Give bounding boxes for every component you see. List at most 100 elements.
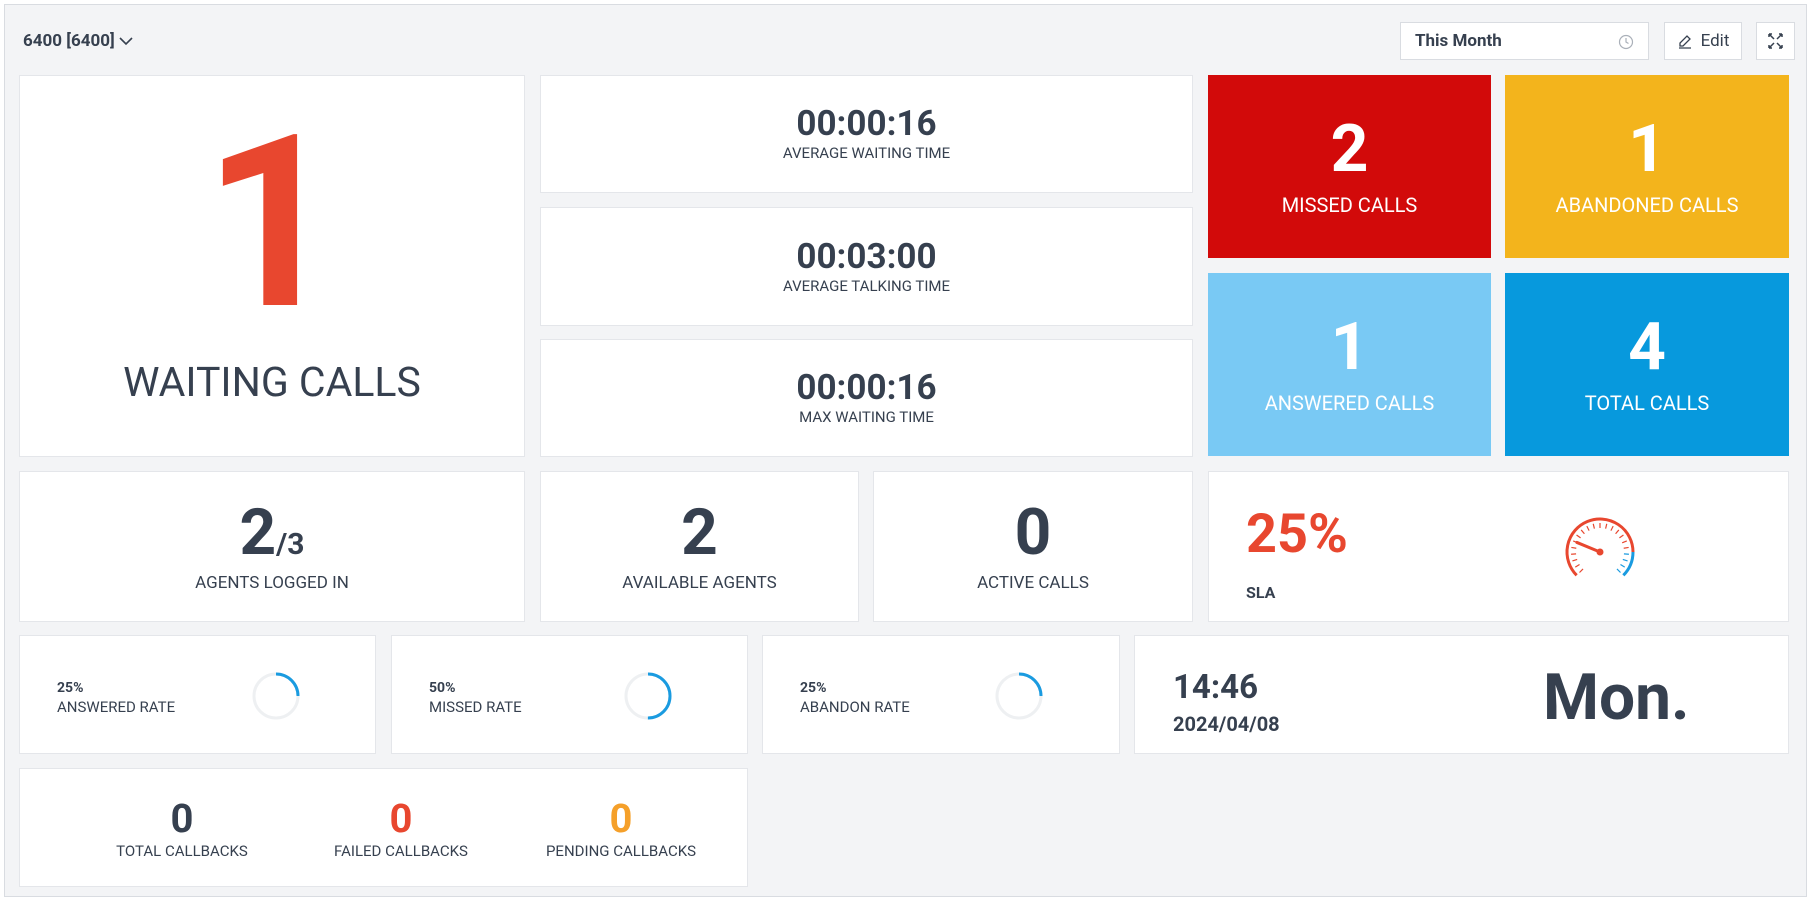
clock-card: 14:46 2024/04/08 Mon.: [1134, 635, 1789, 754]
time-value: 00:03:00: [796, 235, 937, 277]
edit-button[interactable]: Edit: [1664, 22, 1742, 60]
waiting-card: 1 WAITING CALLS: [19, 75, 525, 457]
time-value: 00:00:16: [796, 103, 937, 144]
sla-card: 25% SLA: [1208, 471, 1789, 622]
gauge-needle: [1575, 540, 1602, 554]
clock-day: Mon.: [1543, 660, 1690, 735]
ring-arc: [252, 672, 300, 720]
rate-card: 25% ANSWERED RATE: [19, 635, 376, 754]
gauge-hub: [1596, 548, 1604, 556]
callback-label: PENDING CALLBACKS: [545, 842, 697, 860]
time-label: AVERAGE WAITING TIME: [782, 144, 951, 162]
gauge-tick: [1572, 558, 1578, 562]
time-label: MAX WAITING TIME: [799, 408, 934, 426]
callback-value: 0: [170, 795, 194, 842]
tile-value: 1: [1330, 308, 1369, 386]
callback-label: FAILED CALLBACKS: [334, 842, 468, 860]
active-card: 0 ACTIVE CALLS: [873, 471, 1193, 622]
gauge-tick: [1619, 534, 1624, 539]
sla-gauge: [1565, 517, 1635, 577]
callback-value: 0: [389, 795, 413, 842]
ring-arc: [995, 672, 1043, 720]
gauge-tick: [1574, 564, 1580, 568]
edit-icon: [1678, 35, 1691, 49]
agents-value: 2/3: [239, 500, 305, 565]
sla-label: SLA: [1246, 583, 1276, 602]
rate-label: ABANDON RATE: [800, 698, 910, 716]
agents-label: AGENTS LOGGED IN: [195, 572, 349, 593]
time-card: 00:03:00 AVERAGE TALKING TIME: [540, 207, 1193, 326]
tile-value: 4: [1628, 308, 1666, 386]
gauge-tick: [1616, 568, 1621, 573]
available-label: AVAILABLE AGENTS: [622, 572, 777, 593]
rate-ring: [995, 672, 1043, 720]
gauge-tick: [1592, 523, 1595, 529]
rate-label: ANSWERED RATE: [57, 698, 176, 716]
dashboard: 6400 [6400] This Month Edit 1 WAITING CA…: [4, 4, 1807, 897]
time-value: 00:00:16: [796, 367, 937, 408]
tile-label: ANSWERED CALLS: [1264, 390, 1435, 415]
ring-arc: [624, 672, 672, 720]
gauge-tick: [1610, 525, 1614, 531]
agents-card: 2/3 AGENTS LOGGED IN: [19, 471, 525, 622]
active-value: 0: [1014, 494, 1052, 570]
fullscreen-button[interactable]: [1756, 22, 1795, 60]
period-dropdown[interactable]: This Month: [1400, 22, 1649, 60]
rate-card: 25% ABANDON RATE: [762, 635, 1120, 754]
rate-ring: [252, 672, 300, 720]
gauge-tick: [1620, 564, 1626, 568]
gauge-tick: [1571, 546, 1577, 549]
tile-label: ABANDONED CALLS: [1555, 192, 1739, 217]
period-value: This Month: [1415, 31, 1502, 51]
gauge-rim: [1565, 517, 1635, 577]
gauge-tick: [1623, 546, 1629, 549]
agents-logged: 2: [239, 494, 277, 570]
gauge-tick: [1621, 540, 1628, 544]
agents-total: /3: [276, 526, 305, 562]
rate-card: 50% MISSED RATE: [391, 635, 748, 754]
waiting-value: 1: [203, 82, 341, 364]
chevron-icon: [119, 37, 133, 46]
time-label: AVERAGE TALKING TIME: [782, 276, 951, 295]
clock-time: 14:46: [1173, 668, 1259, 707]
tile-value: 1: [1628, 110, 1666, 188]
active-label: ACTIVE CALLS: [977, 572, 1089, 593]
callbacks-card: 0 TOTAL CALLBACKS 0 FAILED CALLBACKS 0 P…: [19, 768, 748, 887]
callback-label: TOTAL CALLBACKS: [116, 842, 248, 860]
queue-name: 6400 [6400]: [23, 31, 115, 51]
gauge-tick: [1579, 568, 1584, 573]
callback-item: 0 PENDING CALLBACKS: [511, 795, 731, 861]
clock-date: 2024/04/08: [1173, 712, 1280, 736]
rate-ring: [624, 672, 672, 720]
rate-value: 25%: [800, 680, 827, 696]
gauge-tick: [1580, 529, 1585, 535]
abandoned-tile: 1 ABANDONED CALLS: [1505, 75, 1789, 258]
total-tile: 4 TOTAL CALLS: [1505, 273, 1789, 456]
gauge-tick: [1622, 558, 1628, 562]
queue-selector[interactable]: 6400 [6400]: [23, 31, 133, 51]
tile-value: 2: [1330, 110, 1369, 188]
time-card: 00:00:16 AVERAGE WAITING TIME: [540, 75, 1193, 193]
callback-item: 0 TOTAL CALLBACKS: [72, 795, 292, 861]
rate-label: MISSED RATE: [429, 698, 522, 716]
waiting-label: WAITING CALLS: [123, 359, 421, 407]
edit-label: Edit: [1700, 31, 1730, 51]
time-card: 00:00:16 MAX WAITING TIME: [540, 339, 1193, 457]
callback-value: 0: [609, 795, 633, 842]
answered-tile: 1 ANSWERED CALLS: [1208, 273, 1491, 456]
available-value: 2: [681, 494, 718, 570]
callback-item: 0 FAILED CALLBACKS: [291, 795, 511, 861]
rate-value: 25%: [57, 680, 84, 696]
tile-label: MISSED CALLS: [1281, 192, 1418, 217]
gauge-tick: [1605, 523, 1608, 529]
gauge-rim: [1622, 551, 1635, 577]
sla-value: 25%: [1246, 503, 1348, 566]
tile-label: TOTAL CALLS: [1584, 390, 1710, 415]
rate-value: 50%: [429, 680, 456, 696]
gauge-tick: [1615, 529, 1620, 535]
gauge-tick: [1576, 534, 1581, 539]
gauge-tick: [1586, 525, 1590, 531]
missed-tile: 2 MISSED CALLS: [1208, 75, 1491, 258]
clock-icon: [1618, 34, 1634, 50]
